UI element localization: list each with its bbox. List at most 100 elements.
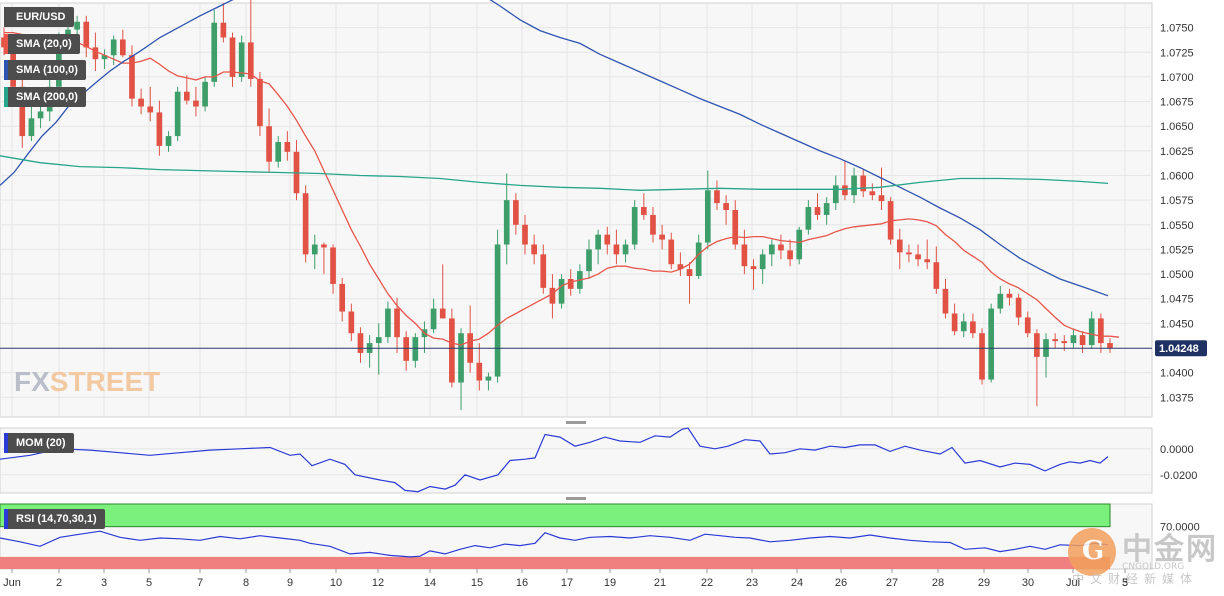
candle-body [1088,318,1095,346]
candle [165,131,172,152]
sma20-line [4,31,1120,346]
price-tick-label: 1.0600 [1160,171,1194,183]
price-tick-label: 1.0675 [1160,97,1194,109]
candle-body [796,229,803,260]
rsi-label: RSI (14,70,30,1) [16,513,97,525]
candle [979,328,985,385]
candle-body [485,376,492,381]
candle-body [229,37,236,77]
candle [247,0,254,87]
candle [1006,288,1013,306]
date-tick-label: 10 [330,577,342,589]
candle-body [741,244,748,267]
legend-mom[interactable]: MOM (20) [4,433,74,453]
candle-body [1015,297,1022,318]
date-tick-label: 2 [56,577,62,589]
sma200-line [0,155,1109,191]
candle-body [275,141,282,162]
candle [403,331,410,371]
candle [558,274,565,309]
candle [540,244,547,294]
candle [677,252,684,277]
candle [787,239,793,267]
candle-body [1006,293,1013,298]
candle [513,193,519,235]
candle [686,262,693,304]
candle [110,35,117,66]
candle-body [1079,335,1086,346]
candle [211,9,218,87]
legend-sma100[interactable]: SMA (100,0) [4,60,86,80]
price-tick-label: 1.0700 [1160,72,1194,84]
date-tick-label: 16 [516,577,528,589]
candle-body [778,244,784,251]
candle [814,193,821,220]
mom-line [0,427,1109,493]
candle-body [668,239,675,265]
candle-body [714,190,720,204]
candle-body [375,337,382,344]
candle-body [1061,341,1068,344]
candle-body [1098,318,1104,344]
sma200-label: SMA (200,0) [16,91,78,103]
legend-rsi[interactable]: RSI (14,70,30,1) [4,509,105,529]
candle [339,278,346,322]
candle-body [586,249,592,272]
candle [229,32,236,87]
candle-body [339,283,346,312]
candle-body [951,313,958,332]
candle-body [458,333,464,383]
sma100-label: SMA (100,0) [16,64,78,76]
legend-sma200[interactable]: SMA (200,0) [4,87,86,107]
price-tick-label: 1.0575 [1160,195,1194,207]
candle-body [302,193,309,255]
candle-body [677,264,684,270]
candle [238,35,245,82]
candle-body [19,86,26,137]
price-tick-label: 1.0625 [1160,146,1194,158]
candle-body [567,279,574,289]
candle-body [183,91,190,101]
candle [1034,329,1040,407]
candle [1088,311,1095,349]
candle-body [915,254,921,260]
candle-body [604,234,611,245]
candle [759,249,766,284]
date-tick-label: 7 [197,577,203,589]
candle-body [284,141,291,152]
legend-sma20[interactable]: SMA (20,0) [4,34,80,54]
candle [476,343,483,391]
candle [1070,328,1077,348]
candle-body [449,318,455,383]
rsi-tick-label: 70.0000 [1160,522,1200,534]
candle [878,167,885,210]
price-tick-label: 1.0650 [1160,121,1194,133]
candle-body [330,247,336,284]
candle-body [595,234,601,250]
candle-body [878,195,885,202]
candle-body [979,333,985,380]
candle-body [348,311,355,334]
candle-body [193,100,199,107]
candle-body [156,112,163,146]
candle [1098,313,1104,353]
candle-body [412,337,419,361]
candle [549,274,556,319]
legend-swatch-rsi [4,509,8,529]
candle-body [394,308,400,338]
candle [147,86,154,122]
candle-body [997,293,1004,309]
candle [832,175,839,210]
candle-body [1052,339,1058,342]
candle-body [896,239,903,253]
candle-body [257,78,263,127]
candle-body [1070,335,1077,344]
candle [321,242,327,275]
date-tick-label: 5 [146,577,152,589]
candle [193,86,199,117]
candle [266,108,272,172]
legend-instrument[interactable]: EUR/USD [4,7,74,27]
candle-body [970,321,976,334]
date-tick-label: 28 [932,577,944,589]
